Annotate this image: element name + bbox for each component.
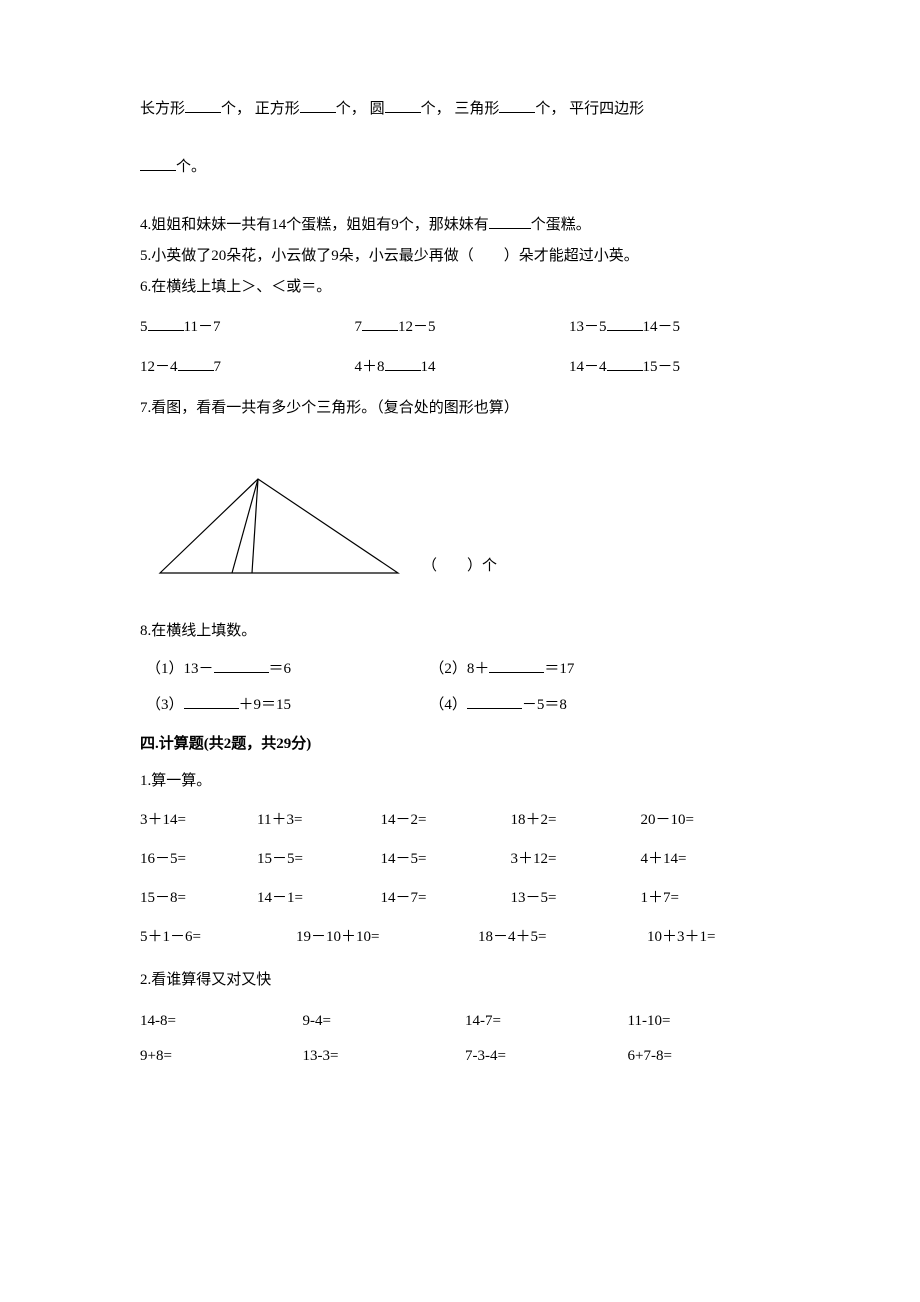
q6-row2: 12－47 4＋814 14－415－5 [140,356,790,378]
q3-u1: 个， [221,101,251,117]
calc-cell: 6+7-8= [628,1046,791,1067]
calc-cell: 7-3-4= [465,1046,628,1067]
calc-cell: 1＋7= [641,888,791,909]
q6-blank-3[interactable] [607,316,643,331]
q3-parallelogram-label: 平行四边形 [569,101,644,117]
q3-blank-rect[interactable] [185,98,221,113]
calc-cell: 10＋3＋1= [647,927,790,948]
q6-blank-4[interactable] [178,356,214,371]
q3-line1: 长方形个， 正方形个， 圆个， 三角形个， 平行四边形 [140,98,790,120]
s4q1-row4: 5＋1－6= 19－10＋10= 18－4＋5= 10＋3＋1= [140,927,790,962]
calc-cell: 13－5= [511,888,641,909]
calc-cell: 14－2= [381,810,511,831]
q3-blank-square[interactable] [300,98,336,113]
q8-blank-1[interactable] [214,658,269,673]
calc-cell: 4＋14= [641,849,791,870]
s4q1-title: 1.算一算。 [140,771,790,792]
q8-row1: （1）13－＝6 （2）8＋＝17 [140,658,790,680]
calc-cell: 13-3= [303,1046,466,1067]
q6-r2c1: 12－47 [140,356,355,378]
q8-blank-4[interactable] [467,694,522,709]
calc-cell: 18＋2= [511,810,641,831]
calc-row: 15－8=14－1=14－7=13－5=1＋7= [140,888,790,923]
q3-blank-circle[interactable] [385,98,421,113]
calc-cell: 9-4= [303,1011,466,1032]
q6-row1: 511－7 712－5 13－514－5 [140,316,790,338]
calc-cell: 11-10= [628,1011,791,1032]
calc-cell: 3＋12= [511,849,641,870]
calc-cell: 15－8= [140,888,257,909]
q8-blank-3[interactable] [184,694,239,709]
q3-line2: 个。 [140,156,790,178]
q3-tail: 个。 [176,159,206,175]
calc-row: 16－5=15－5=14－5=3＋12=4＋14= [140,849,790,884]
q3-u4: 个， [535,101,565,117]
q6-r1c1: 511－7 [140,316,355,338]
q3-triangle-label: 三角形 [454,101,499,117]
q3-blank-triangle[interactable] [499,98,535,113]
calc-cell: 20－10= [641,810,791,831]
calc-cell: 18－4＋5= [478,927,647,948]
q4-blank[interactable] [489,214,531,229]
q8-1: （1）13－＝6 [146,658,429,680]
q6-r1c2: 712－5 [355,316,570,338]
calc-cell: 11＋3= [257,810,381,831]
calc-cell: 5＋1－6= [140,927,296,948]
q6-r2c3: 14－415－5 [569,356,784,378]
calc-row: 3＋14=11＋3=14－2=18＋2=20－10= [140,810,790,845]
q7-figure: （ ）个 [140,461,790,581]
q3-u2: 个， [336,101,366,117]
triangle-diagram [140,461,410,581]
q3-blank-parallelogram[interactable] [140,156,176,171]
q5: 5.小英做了20朵花，小云做了9朵，小云最少再做（ ）朵才能超过小英。 [140,246,790,267]
q3-square-label: 正方形 [255,101,300,117]
s4q2-title: 2.看谁算得又对又快 [140,970,790,991]
s4q1-grid: 3＋14=11＋3=14－2=18＋2=20－10= 16－5=15－5=14－5… [140,810,790,923]
q4-tail: 个蛋糕。 [531,217,591,233]
q4-text: 4.姐姐和妹妹一共有14个蛋糕，姐姐有9个，那妹妹有 [140,217,489,233]
q6-blank-1[interactable] [148,316,184,331]
q3-circle-label: 圆 [370,101,385,117]
q6-title: 6.在横线上填上＞、＜或＝。 [140,277,790,298]
q8-3: （3）＋9＝15 [146,694,429,716]
q8-row2: （3）＋9＝15 （4）－5＝8 [140,694,790,716]
calc-cell: 14－1= [257,888,381,909]
q6-blank-2[interactable] [362,316,398,331]
q6-blank-5[interactable] [385,356,421,371]
q6-r2c2: 4＋814 [355,356,570,378]
calc-cell: 14-7= [465,1011,628,1032]
calc-cell: 16－5= [140,849,257,870]
q8-2: （2）8＋＝17 [429,658,790,680]
calc-cell: 14－5= [381,849,511,870]
q8-blank-2[interactable] [489,658,544,673]
q4: 4.姐姐和妹妹一共有14个蛋糕，姐姐有9个，那妹妹有 个蛋糕。 [140,214,790,236]
calc-cell: 3＋14= [140,810,257,831]
calc-cell: 14－7= [381,888,511,909]
s4q2-row1: 14-8= 9-4= 14-7= 11-10= [140,1011,790,1032]
q6-r1c3: 13－514－5 [569,316,784,338]
calc-cell: 9+8= [140,1046,303,1067]
calc-cell: 14-8= [140,1011,303,1032]
q7-title: 7.看图，看看一共有多少个三角形。（复合处的图形也算） [140,398,790,419]
q3-u3: 个， [421,101,451,117]
s4q2-row2: 9+8= 13-3= 7-3-4= 6+7-8= [140,1046,790,1067]
q8-title: 8.在横线上填数。 [140,621,790,642]
q6-blank-6[interactable] [607,356,643,371]
q7-answer-blank[interactable]: （ ）个 [422,556,497,577]
q8-4: （4）－5＝8 [429,694,790,716]
q3-rect-label: 长方形 [140,101,185,117]
calc-cell: 15－5= [257,849,381,870]
calc-cell: 19－10＋10= [296,927,478,948]
section4-title: 四.计算题(共2题，共29分) [140,734,790,755]
